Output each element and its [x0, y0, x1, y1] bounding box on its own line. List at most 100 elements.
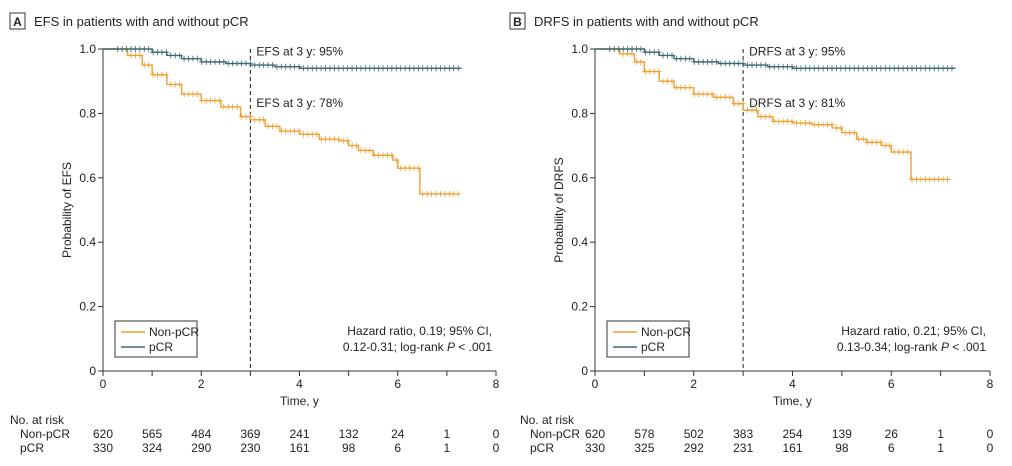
censor-mark	[789, 118, 796, 125]
y-tick-label: 0.6	[571, 171, 588, 185]
censor-mark	[886, 142, 893, 149]
risk-value: 292	[684, 441, 704, 455]
hazard-ratio-line2: 0.12-0.31; log-rank P < .001	[343, 340, 492, 354]
censor-mark	[948, 65, 955, 72]
risk-row-label: pCR	[20, 441, 44, 455]
annotation-nonpcr-3y: DRFS at 3 y: 81%	[749, 96, 845, 110]
censor-mark	[194, 55, 201, 62]
y-axis-label: Probability of EFS	[60, 162, 74, 258]
risk-value: 383	[733, 427, 753, 441]
censor-mark	[247, 60, 254, 67]
censor-mark	[136, 52, 143, 59]
censor-mark	[637, 46, 644, 52]
hazard-ratio-line1: Hazard ratio, 0.19; 95% CI,	[347, 324, 492, 338]
y-tick-label: 0.8	[571, 106, 588, 120]
y-tick-label: 0.8	[79, 106, 96, 120]
censor-mark	[877, 139, 884, 146]
risk-value: 325	[634, 441, 654, 455]
legend-label: pCR	[149, 340, 173, 354]
censor-mark	[740, 100, 747, 107]
risk-value: 1	[937, 441, 944, 455]
risk-value: 230	[240, 441, 260, 455]
chart-panel-a: A EFS in patients with and without pCR 0 0.…	[9, 12, 500, 455]
risk-row-label: Non-pCR	[20, 427, 70, 441]
panel-letter-box	[509, 12, 526, 30]
censor-mark	[655, 49, 662, 56]
risk-value: 254	[782, 427, 802, 441]
series-line-non-pcr	[103, 48, 460, 195]
censor-mark	[669, 78, 676, 85]
censor-mark	[296, 63, 303, 70]
censor-mark	[335, 136, 342, 143]
risk-value: 0	[493, 427, 500, 441]
censor-mark	[669, 52, 676, 59]
risk-value: 1	[937, 427, 944, 441]
risk-value: 620	[585, 427, 605, 441]
censor-mark	[455, 190, 462, 197]
hazard-ratio-line1: Hazard ratio, 0.21; 95% CI,	[841, 324, 986, 338]
censor-mark	[247, 113, 254, 120]
risk-value: 330	[93, 441, 113, 455]
risk-value: 26	[885, 427, 899, 441]
risk-value: 620	[93, 427, 113, 441]
censor-mark	[176, 52, 183, 59]
hazard-p: P	[941, 340, 949, 354]
hazard-suffix: < .001	[949, 340, 986, 354]
risk-value: 0	[987, 427, 994, 441]
x-tick-label: 4	[296, 377, 303, 391]
legend-box	[114, 320, 198, 358]
panel-letter: B	[513, 15, 522, 29]
risk-value: 0	[493, 441, 500, 455]
y-tick-label: 1.0	[571, 42, 588, 56]
y-tick-label: 0	[89, 364, 96, 378]
x-tick-label: 8	[493, 377, 500, 391]
censor-mark	[829, 121, 835, 128]
risk-value: 502	[684, 427, 704, 441]
legend-box	[606, 320, 690, 358]
censor-mark	[176, 81, 183, 88]
censor-mark	[415, 165, 422, 172]
risk-value: 565	[142, 427, 162, 441]
x-tick-label: 8	[987, 377, 994, 391]
annotation-nonpcr-3y: EFS at 3 y: 78%	[256, 96, 343, 110]
censor-mark	[789, 63, 796, 70]
x-tick-label: 0	[100, 377, 107, 391]
hazard-suffix: < .001	[455, 340, 492, 354]
censor-mark	[344, 137, 351, 144]
y-tick-label: 0.2	[571, 300, 588, 314]
censor-mark	[273, 123, 280, 130]
censor-mark	[686, 55, 693, 62]
censor-mark	[851, 129, 858, 136]
chart-title: DRFS in patients with and without pCR	[534, 14, 759, 29]
risk-value: 161	[289, 441, 309, 455]
risk-value: 0	[987, 441, 994, 455]
censor-mark	[163, 71, 170, 78]
censor-mark	[313, 131, 320, 138]
censor-mark	[713, 58, 720, 65]
censor-mark	[655, 68, 662, 75]
risk-row-label: Non-pCR	[530, 427, 580, 441]
chart-panel-b: B DRFS in patients with and without pCR00…	[509, 12, 994, 455]
y-axis-label: Probability of DRFS	[552, 157, 566, 262]
censor-mark	[353, 142, 360, 149]
risk-value: 324	[142, 441, 162, 455]
censor-mark	[837, 124, 844, 131]
censor-mark	[269, 62, 276, 69]
risk-value: 369	[240, 427, 260, 441]
y-tick-label: 0.4	[571, 235, 588, 249]
y-tick-label: 0	[581, 364, 588, 378]
x-tick-label: 2	[690, 377, 697, 391]
censor-mark	[766, 113, 773, 120]
censor-mark	[145, 62, 152, 69]
risk-value: 578	[634, 427, 654, 441]
x-tick-label: 4	[789, 377, 796, 391]
censor-mark	[686, 84, 693, 91]
censor-mark	[260, 116, 267, 123]
x-axis-label: Time, y	[280, 394, 319, 408]
censor-mark	[145, 46, 152, 52]
censor-mark	[194, 91, 201, 98]
risk-value: 290	[191, 441, 211, 455]
censor-mark	[455, 65, 462, 72]
x-tick-label: 6	[394, 377, 401, 391]
